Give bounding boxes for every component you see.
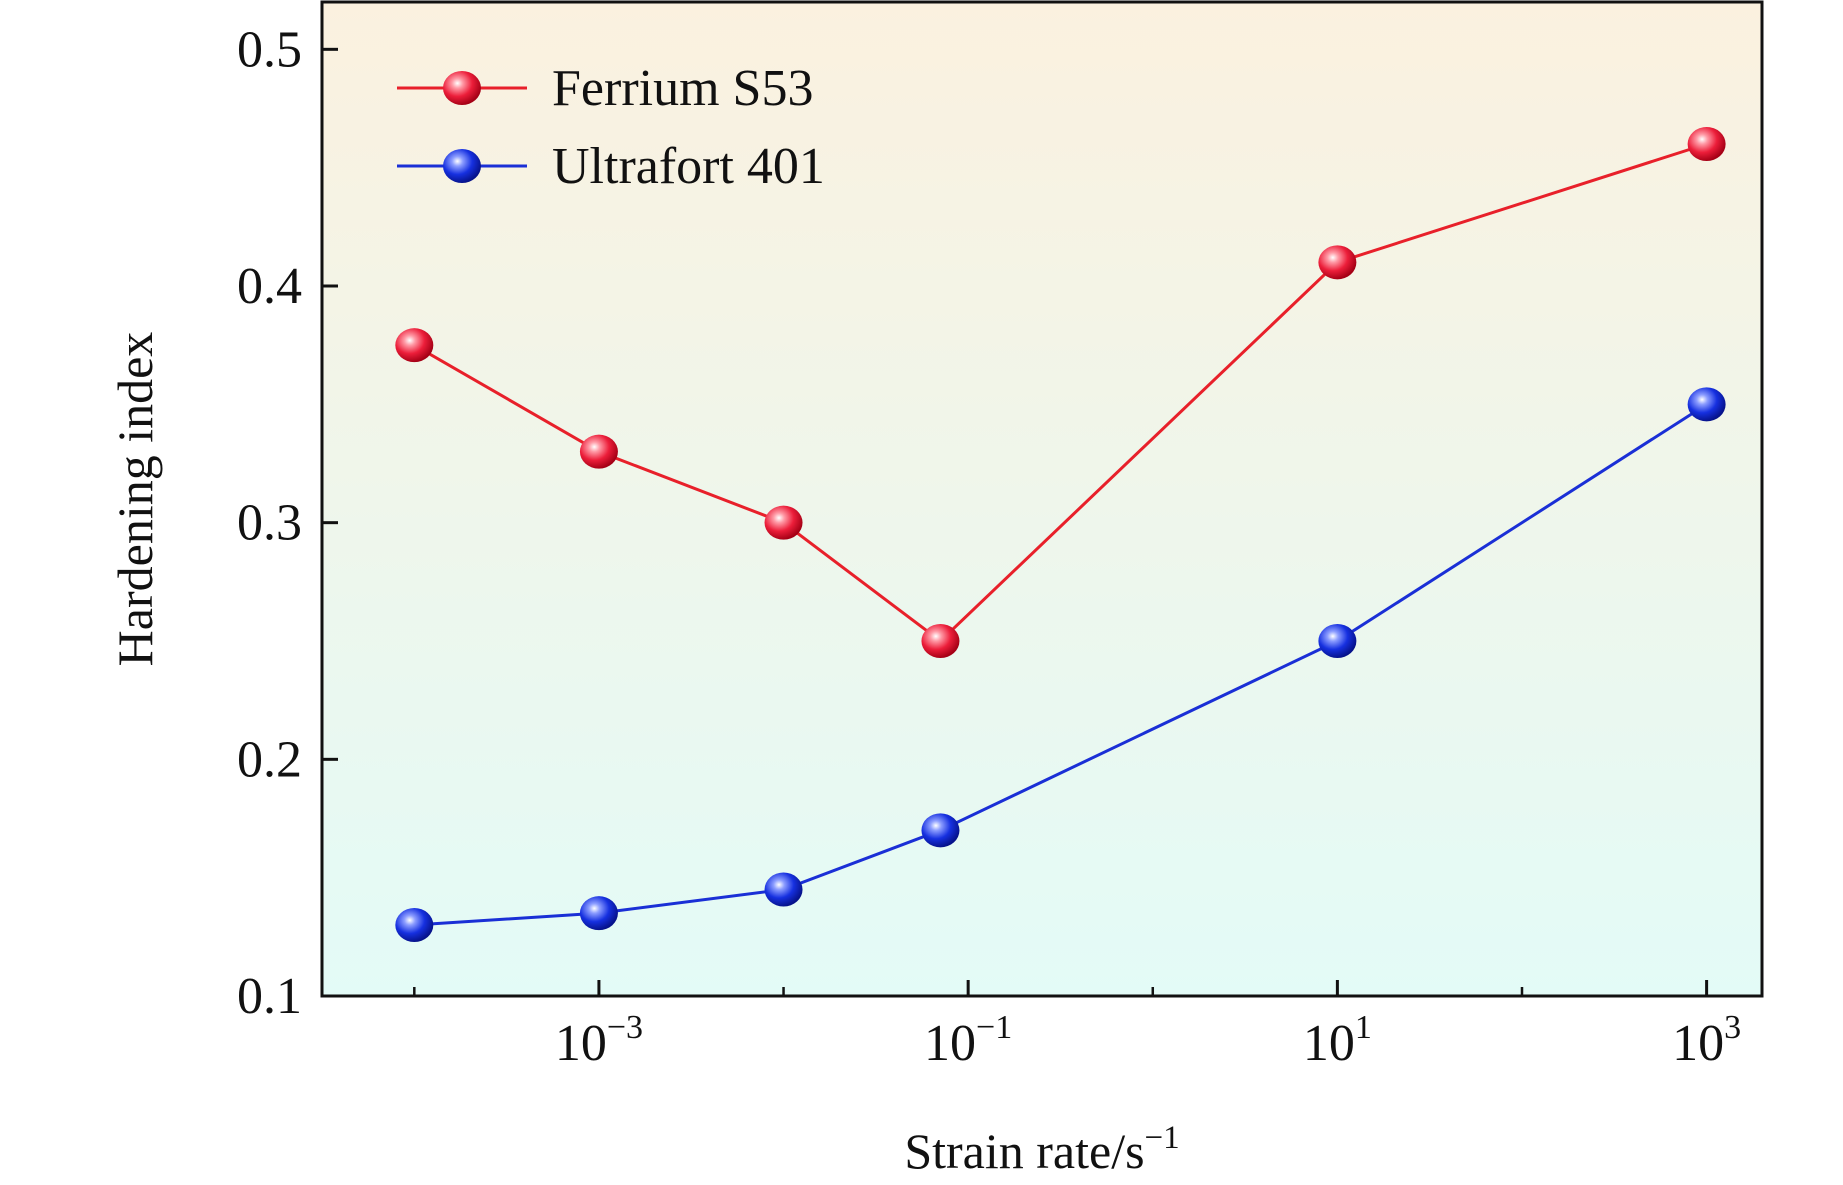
axis-layer: 0.10.20.30.40.510−3 10−1 101 103	[237, 21, 1741, 1072]
series-1	[395, 387, 1726, 942]
series-0	[395, 127, 1726, 658]
x-tick-label-base: 10	[1303, 1015, 1355, 1072]
series-line	[413, 142, 1708, 643]
x-tick-label-exponent: −3	[607, 1009, 643, 1046]
x-tick-label-base: 10	[1672, 1015, 1724, 1072]
data-point	[395, 908, 434, 942]
data-point	[579, 434, 618, 469]
legend-item: Ferrium S53	[397, 60, 813, 117]
y-tick-label: 0.3	[237, 495, 302, 552]
x-tick-label-exponent: 1	[1355, 1009, 1372, 1046]
data-point	[764, 505, 803, 540]
data-point	[579, 896, 618, 931]
x-tick-label-base: 10	[555, 1015, 607, 1072]
y-tick-label: 0.2	[237, 731, 302, 788]
x-tick-label-base: 10	[924, 1015, 976, 1072]
x-tick-label-exponent: −1	[976, 1009, 1012, 1046]
data-point	[921, 813, 960, 848]
data-point	[1318, 245, 1357, 280]
legend-marker	[443, 71, 481, 105]
x-tick-label-exponent: 3	[1724, 1009, 1741, 1046]
data-point	[1318, 624, 1357, 658]
x-tick-label: 10−3	[555, 1009, 643, 1072]
x-axis-label-exponent: −1	[1145, 1120, 1180, 1156]
legend-marker	[443, 149, 481, 183]
y-tick-label: 0.5	[237, 21, 302, 78]
data-point	[764, 872, 803, 907]
x-tick-label: 103	[1672, 1009, 1741, 1072]
x-tick-label: 10−1	[924, 1009, 1012, 1072]
plot-area-background	[322, 2, 1762, 996]
legend-label: Ferrium S53	[552, 60, 813, 117]
legend-label: Ultrafort 401	[552, 138, 825, 195]
y-axis-label: Hardening index	[107, 332, 163, 667]
data-point	[1687, 387, 1726, 422]
legend: Ferrium S53 Ultrafort 401	[397, 60, 825, 195]
x-tick-label: 101	[1303, 1009, 1372, 1072]
data-point	[1687, 127, 1726, 161]
y-tick-label: 0.1	[237, 968, 302, 1025]
data-point	[921, 624, 960, 658]
y-tick-label: 0.4	[237, 258, 302, 315]
x-axis-label-text: Strain rate/s	[904, 1123, 1144, 1179]
data-point	[395, 328, 434, 363]
legend-item: Ultrafort 401	[397, 138, 825, 195]
series-layer	[395, 127, 1726, 942]
x-axis-label: Strain rate/s−1	[904, 1120, 1179, 1179]
plot-frame	[320, 0, 1764, 998]
series-line	[414, 403, 1708, 927]
